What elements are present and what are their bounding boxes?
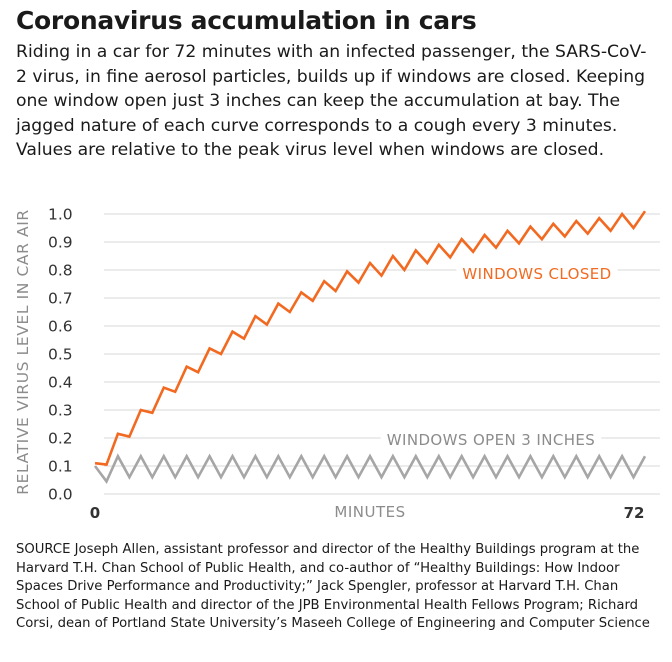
gridlines [104, 213, 660, 495]
series-label: WINDOWS CLOSED [462, 265, 611, 283]
y-tick-label: 0.3 [48, 402, 73, 420]
series-line-windows-closed [94, 210, 647, 467]
x-tick-label-end: 72 [624, 504, 645, 522]
y-axis-label: RELATIVE VIRUS LEVEL IN CAR AIR [14, 209, 32, 495]
series-lines [93, 210, 647, 484]
y-tick-label: 0.9 [48, 234, 73, 252]
chart-subtitle: Riding in a car for 72 minutes with an i… [16, 42, 647, 161]
series-label-background [380, 429, 602, 451]
x-axis-label: MINUTES [334, 503, 405, 521]
y-tick-label: 0.2 [48, 430, 73, 448]
y-tick-label: 0.7 [48, 290, 73, 308]
series-label-background [456, 263, 618, 285]
y-tick-label: 0.8 [48, 262, 73, 280]
y-tick-label: 0.0 [48, 486, 73, 504]
source-note: SOURCE Joseph Allen, assistant professor… [16, 542, 650, 632]
y-tick-label: 0.5 [48, 346, 73, 364]
y-tick-label: 0.6 [48, 318, 73, 336]
chart-title: Coronavirus accumulation in cars [16, 6, 477, 35]
y-tick-label: 0.4 [48, 374, 73, 392]
series-labels: WINDOWS CLOSED WINDOWS OPEN 3 INCHES [380, 263, 618, 451]
line-chart: 0.0 0.1 0.2 0.3 0.4 0.5 0.6 0.7 0.8 0.9 1.0 RELATI… [14, 206, 660, 522]
y-tick-label: 1.0 [48, 206, 73, 224]
y-tick-labels: 0.0 0.1 0.2 0.3 0.4 0.5 0.6 0.7 0.8 0.9 1.0 [48, 206, 73, 504]
series-line-windows-open [93, 453, 647, 484]
y-tick-label: 0.1 [48, 458, 73, 476]
series-label: WINDOWS OPEN 3 INCHES [387, 431, 595, 449]
x-tick-label-start: 0 [90, 504, 100, 522]
